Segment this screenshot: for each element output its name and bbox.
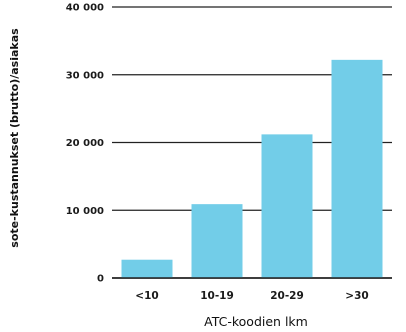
y-tick-label: 20 000 <box>66 138 104 149</box>
y-axis-title: sote-kustannukset (brutto)/asiakas <box>8 28 21 248</box>
x-tick-label: <10 <box>135 290 158 302</box>
x-axis-title: ATC-koodien lkm <box>204 314 308 329</box>
y-tick-label: 40 000 <box>66 3 104 14</box>
x-tick-label: 20-29 <box>270 290 304 302</box>
y-tick-labels: 0 10 000 20 000 30 000 40 000 <box>66 3 104 285</box>
x-tick-label: 10-19 <box>200 290 234 302</box>
x-tick-label: >30 <box>345 290 368 302</box>
x-tick-labels: <10 10-19 20-29 >30 <box>135 290 368 302</box>
y-tick-label: 0 <box>97 274 104 285</box>
bar <box>331 59 383 278</box>
y-tick-label: 30 000 <box>66 70 104 81</box>
bar <box>261 134 313 278</box>
y-tick-label: 10 000 <box>66 206 104 217</box>
bar <box>121 259 173 278</box>
bar <box>191 204 243 278</box>
bars <box>112 59 392 279</box>
